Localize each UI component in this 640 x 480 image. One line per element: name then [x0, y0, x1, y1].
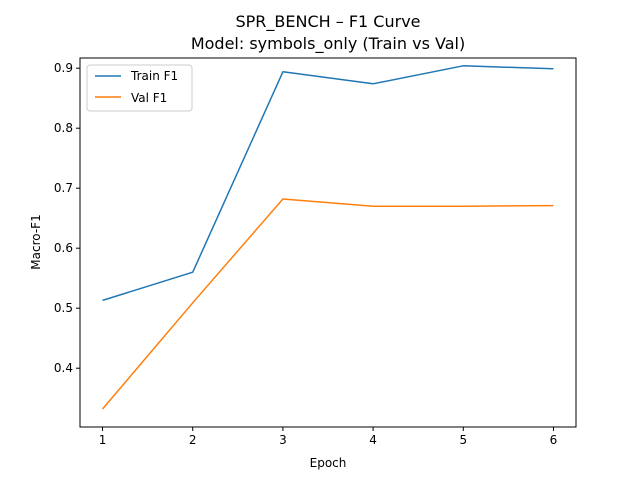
x-tick-label: 1 — [99, 433, 107, 447]
y-axis-ticks: 0.4 0.5 0.6 0.7 0.8 0.9 — [54, 61, 80, 375]
legend-label-val: Val F1 — [131, 91, 167, 105]
x-tick-label: 4 — [369, 433, 377, 447]
legend: Train F1 Val F1 — [86, 64, 193, 112]
y-tick-label: 0.7 — [54, 181, 73, 195]
y-tick-label: 0.6 — [54, 241, 73, 255]
legend-label-train: Train F1 — [130, 69, 178, 83]
y-axis-label: Macro-F1 — [29, 214, 43, 269]
x-tick-label: 3 — [279, 433, 287, 447]
x-tick-label: 6 — [550, 433, 558, 447]
series-line-train-f1 — [102, 65, 554, 302]
x-tick-label: 5 — [459, 433, 467, 447]
plot-frame — [79, 57, 577, 428]
series-lines — [101, 65, 554, 410]
y-tick-label: 0.4 — [54, 361, 73, 375]
x-axis-label: Epoch — [310, 456, 347, 470]
y-tick-label: 0.9 — [54, 61, 73, 75]
y-tick-label: 0.5 — [54, 301, 73, 315]
series-line-val-f1 — [101, 198, 554, 410]
x-tick-label: 2 — [189, 433, 197, 447]
chart-subtitle: Model: symbols_only (Train vs Val) — [191, 34, 465, 54]
chart-title: SPR_BENCH – F1 Curve — [235, 12, 420, 32]
y-tick-label: 0.8 — [54, 121, 73, 135]
x-axis-ticks: 1 2 3 4 5 6 — [99, 427, 558, 447]
